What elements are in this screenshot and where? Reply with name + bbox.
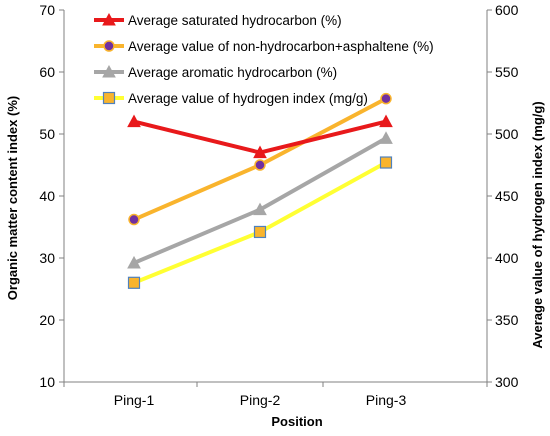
data-point [127,276,141,289]
legend-swatch-marker [102,64,116,78]
data-point [128,213,140,226]
y-tick-label: 20 [39,312,55,328]
y-tick-label: 50 [39,126,55,142]
legend: Average saturated hydrocarbon (%) Average… [94,12,434,106]
data-point [253,225,267,239]
legend-label: Average saturated hydrocarbon (%) [128,13,342,28]
y2-tick-label: 500 [495,126,519,142]
legend-label: Average value of hydrogen index (mg/g) [128,91,368,106]
data-point [253,202,267,216]
x-tick-label: Ping-2 [240,392,281,408]
data-point [379,114,393,128]
y2-tick-label: 450 [495,188,519,204]
data-point [379,156,393,169]
y-tick-label: 60 [39,64,55,80]
data-point [127,255,141,269]
y2-axis-title: Average value of hydrogen index (mg/g) [530,101,545,348]
y2-tick-label: 600 [495,2,519,18]
y-tick-label: 70 [39,2,55,18]
data-point [379,131,393,144]
series-layer [127,92,393,289]
data-point [254,159,266,171]
legend-label: Average value of non-hydrocarbon+asphalt… [128,39,434,54]
y-tick-label: 40 [39,188,55,204]
y-tick-label: 10 [39,374,55,390]
legend-label: Average aromatic hydrocarbon (%) [128,65,337,80]
x-axis-title: Position [271,414,322,429]
legend-swatch-marker [102,12,116,26]
legend-swatch-marker [103,40,115,52]
y-tick-label: 30 [39,250,55,266]
data-point [380,92,392,105]
y2-tick-label: 400 [495,250,519,266]
data-point [127,114,141,128]
legend-swatch-marker [102,91,116,105]
y2-tick-label: 550 [495,64,519,80]
y2-tick-label: 300 [495,374,519,390]
y2-tick-label: 350 [495,312,519,328]
x-tick-label: Ping-1 [114,392,155,408]
x-tick-label: Ping-3 [366,392,407,408]
series-line [133,160,387,285]
axes-layer: 10 20 30 40 50 60 70 300 350 400 450 500 550 600 Ping-… [39,2,518,408]
y-axis-title: Organic matter content index (%) [5,96,20,300]
data-point [253,145,267,159]
